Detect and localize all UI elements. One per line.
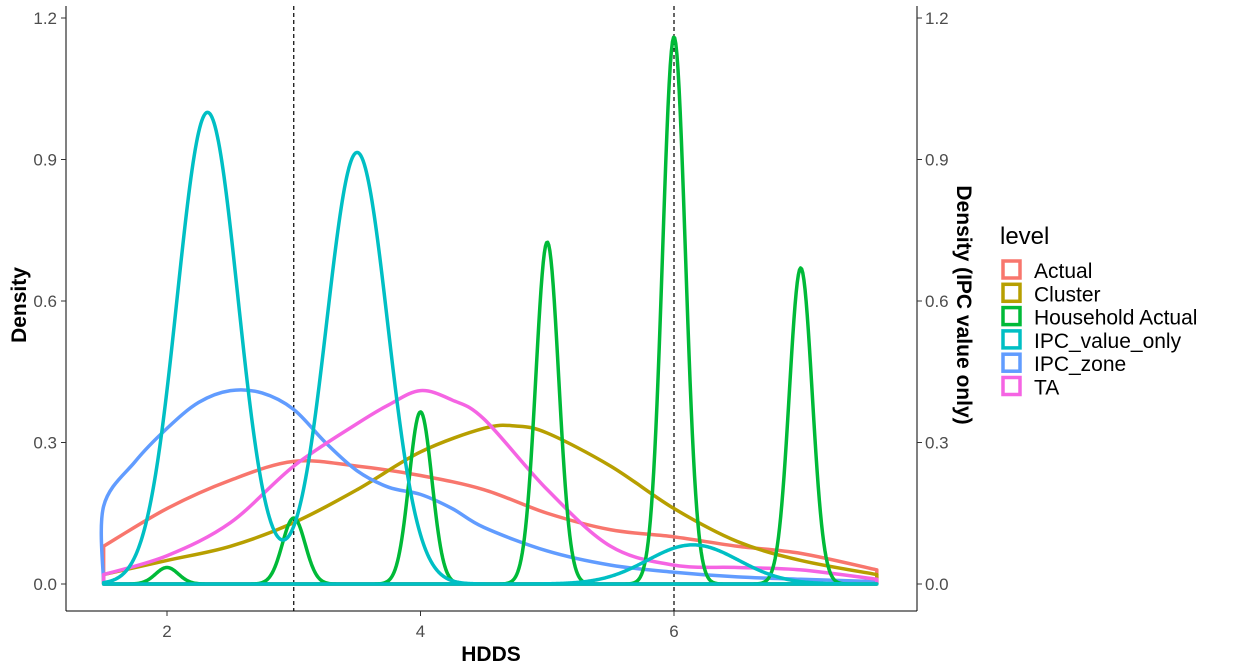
y-tick-label: 0.9 — [33, 151, 57, 170]
legend-label-cluster: Cluster — [1034, 283, 1101, 306]
legend-key-household-actual — [1001, 305, 1022, 327]
y-tick-label: 1.2 — [33, 9, 57, 28]
y-tick-label: 0.3 — [33, 434, 57, 453]
y-right-tick-label: 0.9 — [925, 151, 949, 170]
y-right-tick-label: 1.2 — [925, 9, 949, 28]
plot-area — [65, 6, 918, 612]
series-line-ipc-zone — [99, 388, 879, 586]
x-tick-label: 6 — [669, 622, 678, 641]
x-tick-label: 2 — [162, 622, 171, 641]
legend-key-ipc-value-only — [1001, 329, 1022, 350]
y-tick-label: 0.0 — [33, 575, 57, 594]
series-line-cluster — [101, 423, 879, 577]
ticks-layer: 2 4 6 0.0 0.3 0.6 0.9 1.2 0.0 0.3 0.6 0.9 1.2 — [33, 9, 948, 641]
legend-label-ipc-value-only: IPC_value_only — [1034, 330, 1182, 353]
y-right-tick-label: 0.3 — [925, 434, 949, 453]
y-axis-title: Density — [8, 267, 31, 343]
legend-label-ipc-zone: IPC_zone — [1034, 353, 1126, 376]
series-line-ta — [101, 388, 879, 582]
y-tick-label: 0.6 — [33, 292, 57, 311]
y-right-tick-label: 0.0 — [925, 575, 949, 594]
legend-key-cluster — [1001, 282, 1022, 304]
y-axis-right-title: Density (IPC value only) — [952, 185, 975, 424]
legend-key-ipc-zone — [1001, 352, 1022, 373]
legend-label-ta: TA — [1034, 377, 1059, 400]
legend-key-actual — [1001, 259, 1022, 280]
legend-title: level — [1000, 223, 1049, 250]
y-right-tick-label: 0.6 — [925, 292, 949, 311]
x-axis-title: HDDS — [461, 643, 521, 666]
legend-key-ta — [1001, 375, 1022, 397]
legend-label-household-actual: Household Actual — [1034, 307, 1197, 330]
x-tick-label: 4 — [416, 622, 425, 641]
series-line-ipc-value-only — [101, 110, 879, 586]
series-line-actual — [101, 458, 879, 572]
series-layer — [99, 35, 879, 586]
legend-label-actual: Actual — [1034, 260, 1092, 283]
